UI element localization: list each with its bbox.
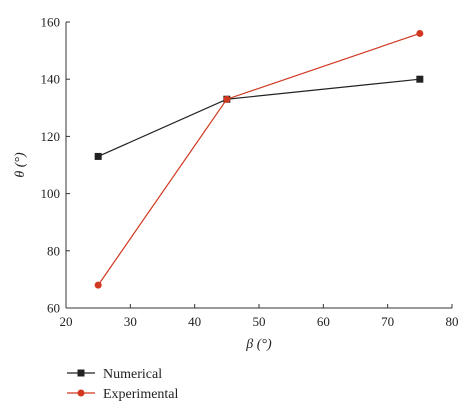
- y-tick-label: 80: [47, 243, 60, 258]
- x-tick-label: 40: [188, 314, 201, 329]
- x-tick-label: 60: [317, 314, 330, 329]
- legend-experimental-label: Experimental: [103, 387, 179, 402]
- data-point-experimental: [416, 29, 424, 37]
- x-tick-label: 70: [381, 314, 394, 329]
- data-point-experimental: [223, 95, 231, 103]
- data-point-experimental: [94, 281, 102, 289]
- y-tick-label: 140: [41, 72, 61, 87]
- legend-numerical-marker: [77, 369, 85, 377]
- y-tick-label: 100: [41, 186, 61, 201]
- data-point-numerical: [94, 152, 102, 160]
- data-point-numerical: [416, 75, 424, 83]
- x-tick-label: 20: [60, 314, 73, 329]
- series-line-experimental: [97, 32, 421, 286]
- x-tick-label: 50: [253, 314, 266, 329]
- series-line-numerical: [97, 78, 420, 157]
- legend: Numerical Experimental: [67, 367, 179, 402]
- series-layer: [94, 29, 424, 289]
- x-axis-title: β (°): [245, 337, 272, 352]
- y-ticks: 60 80 100 120 140 160: [41, 15, 70, 316]
- legend-item-experimental: Experimental: [67, 387, 179, 402]
- legend-numerical-label: Numerical: [103, 367, 162, 382]
- x-tick-label: 80: [446, 314, 459, 329]
- x-tick-label: 30: [124, 314, 137, 329]
- y-tick-label: 60: [47, 301, 60, 316]
- axes: [65, 22, 452, 309]
- x-ticks: 20 30 40 50 60 70 80: [60, 304, 459, 329]
- y-tick-label: 120: [41, 129, 61, 144]
- y-tick-label: 160: [41, 15, 61, 30]
- y-axis-title: θ (°): [13, 152, 28, 178]
- legend-item-numerical: Numerical: [67, 367, 162, 382]
- legend-experimental-marker: [77, 389, 85, 397]
